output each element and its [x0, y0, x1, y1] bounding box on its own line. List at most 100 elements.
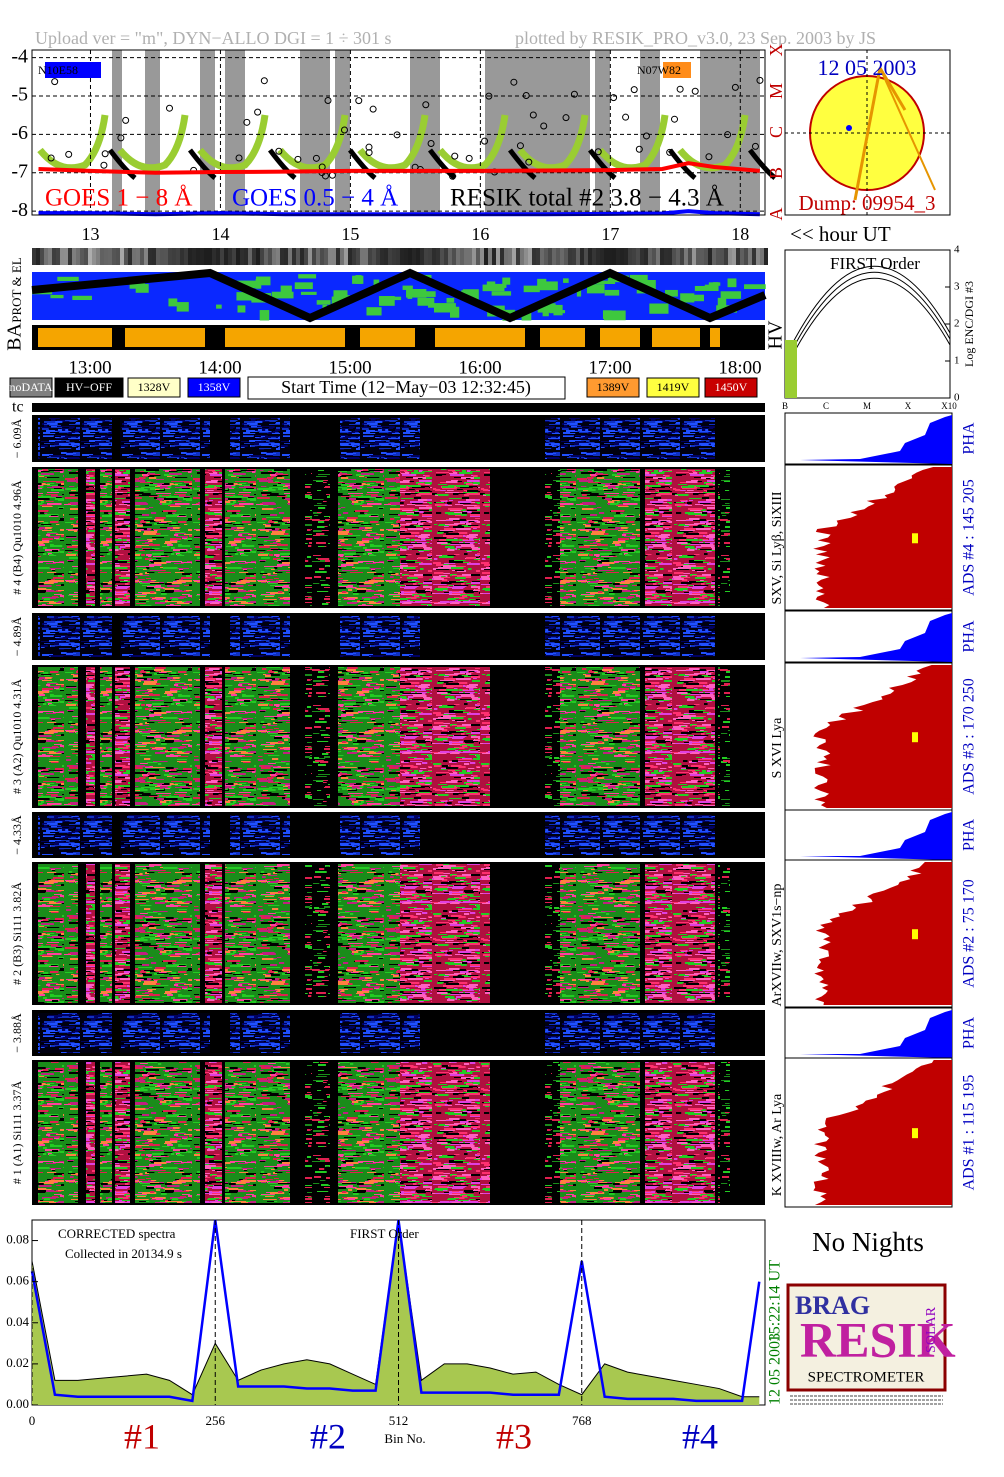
label: tc [12, 399, 24, 416]
label: 15 [341, 224, 359, 244]
particle-strip [68, 248, 72, 265]
resik-tail [428, 148, 457, 180]
particle-strip [192, 248, 196, 265]
spectrogram-region [38, 469, 78, 606]
vertical-label: C [766, 126, 786, 138]
particle-blob [603, 310, 626, 321]
label: 17:00 [588, 357, 631, 378]
resik-point [427, 139, 435, 147]
particle-strip [564, 248, 568, 265]
resik-point [540, 122, 548, 130]
particle-strip [456, 248, 460, 265]
vertical-label: SOLAR [924, 1306, 939, 1353]
label: -4 [11, 45, 28, 67]
particle-strip [688, 248, 692, 265]
label: #4 [682, 1416, 718, 1456]
spectrogram-region [338, 667, 400, 806]
resik-point [47, 154, 55, 162]
particle-strip [284, 248, 288, 265]
particle-strip [336, 248, 340, 265]
particle-strip [536, 248, 540, 265]
particle-strip [124, 248, 128, 265]
particle-strip [320, 248, 324, 265]
particle-strip [352, 248, 356, 265]
label: Dump: 09954_3 [798, 191, 935, 215]
vertical-label: # 1 (A1) Si111 3.37Å [10, 1080, 24, 1184]
night-band [112, 50, 122, 215]
particle-strip [476, 248, 480, 265]
pha-active [120, 1013, 210, 1053]
night-band [300, 50, 330, 215]
legend-box [127, 377, 181, 398]
label: No Nights [812, 1227, 924, 1257]
particle-strip [244, 248, 248, 265]
spectrogram-region [135, 469, 200, 606]
particle-strip [60, 248, 64, 265]
spectrogram-region [338, 1062, 400, 1203]
particle-strip [428, 248, 432, 265]
resik-arc [357, 114, 429, 172]
spectrogram-region [86, 1062, 95, 1203]
particle-strip [732, 248, 736, 265]
particle-strip [312, 248, 316, 265]
particle-strip [648, 248, 652, 265]
particle-blob [135, 283, 149, 293]
particle-strip [756, 248, 760, 265]
particle-strip [444, 248, 448, 265]
particle-blob [542, 306, 549, 317]
particle-strip [360, 248, 364, 265]
particle-strip [604, 248, 608, 265]
marker [912, 732, 918, 743]
label: #2 [310, 1416, 346, 1456]
resik-point [122, 116, 130, 124]
ba-segment [225, 328, 345, 347]
vertical-label: ADS #3 : 170 250 [961, 678, 978, 794]
particle-blob [727, 278, 737, 288]
particle-strip [764, 248, 768, 265]
particle-strip [512, 248, 516, 265]
particle-strip [608, 248, 612, 265]
resik-point [451, 152, 459, 160]
particle-strip [104, 248, 108, 265]
spectrogram-region [305, 1062, 330, 1203]
particle-strip [576, 248, 580, 265]
spectrogram-region [225, 469, 290, 606]
particle-strip [116, 248, 120, 265]
spectrogram-region [305, 469, 330, 606]
particle-blob [419, 291, 436, 297]
particle-strip [324, 248, 328, 265]
particle-strip [80, 248, 84, 265]
particle-strip [296, 248, 300, 265]
resik-arc [197, 114, 269, 172]
particle-blob [502, 277, 511, 285]
resik-point [65, 150, 73, 158]
particle-strip [580, 248, 584, 265]
particle-strip [412, 248, 416, 265]
resik-tail [348, 148, 377, 180]
spectrogram-region [338, 469, 400, 606]
spectrogram-region [205, 1062, 222, 1203]
label: 768 [572, 1413, 592, 1428]
label: 1389V [597, 380, 630, 394]
particle-strip [160, 248, 164, 265]
particle-strip [448, 248, 452, 265]
label: 0.06 [6, 1273, 29, 1288]
particle-blob [744, 284, 766, 290]
spectrum-hist [813, 1060, 952, 1205]
spectrogram-region [86, 864, 95, 1003]
resik-point [666, 148, 674, 156]
particle-strip [100, 248, 104, 265]
particle-blob [553, 304, 563, 316]
particle-strip [440, 248, 444, 265]
particle-strip [236, 248, 240, 265]
particle-strip [128, 248, 132, 265]
particle-blob [406, 288, 427, 298]
resik-point [485, 92, 493, 100]
ba-segment [652, 328, 700, 347]
label: 0.02 [6, 1355, 29, 1370]
particle-strip [148, 248, 152, 265]
particle-strip [264, 248, 268, 265]
resik-point [751, 142, 759, 150]
vertical-label: SXV, Si Lyβ, SiXIII [770, 491, 785, 604]
